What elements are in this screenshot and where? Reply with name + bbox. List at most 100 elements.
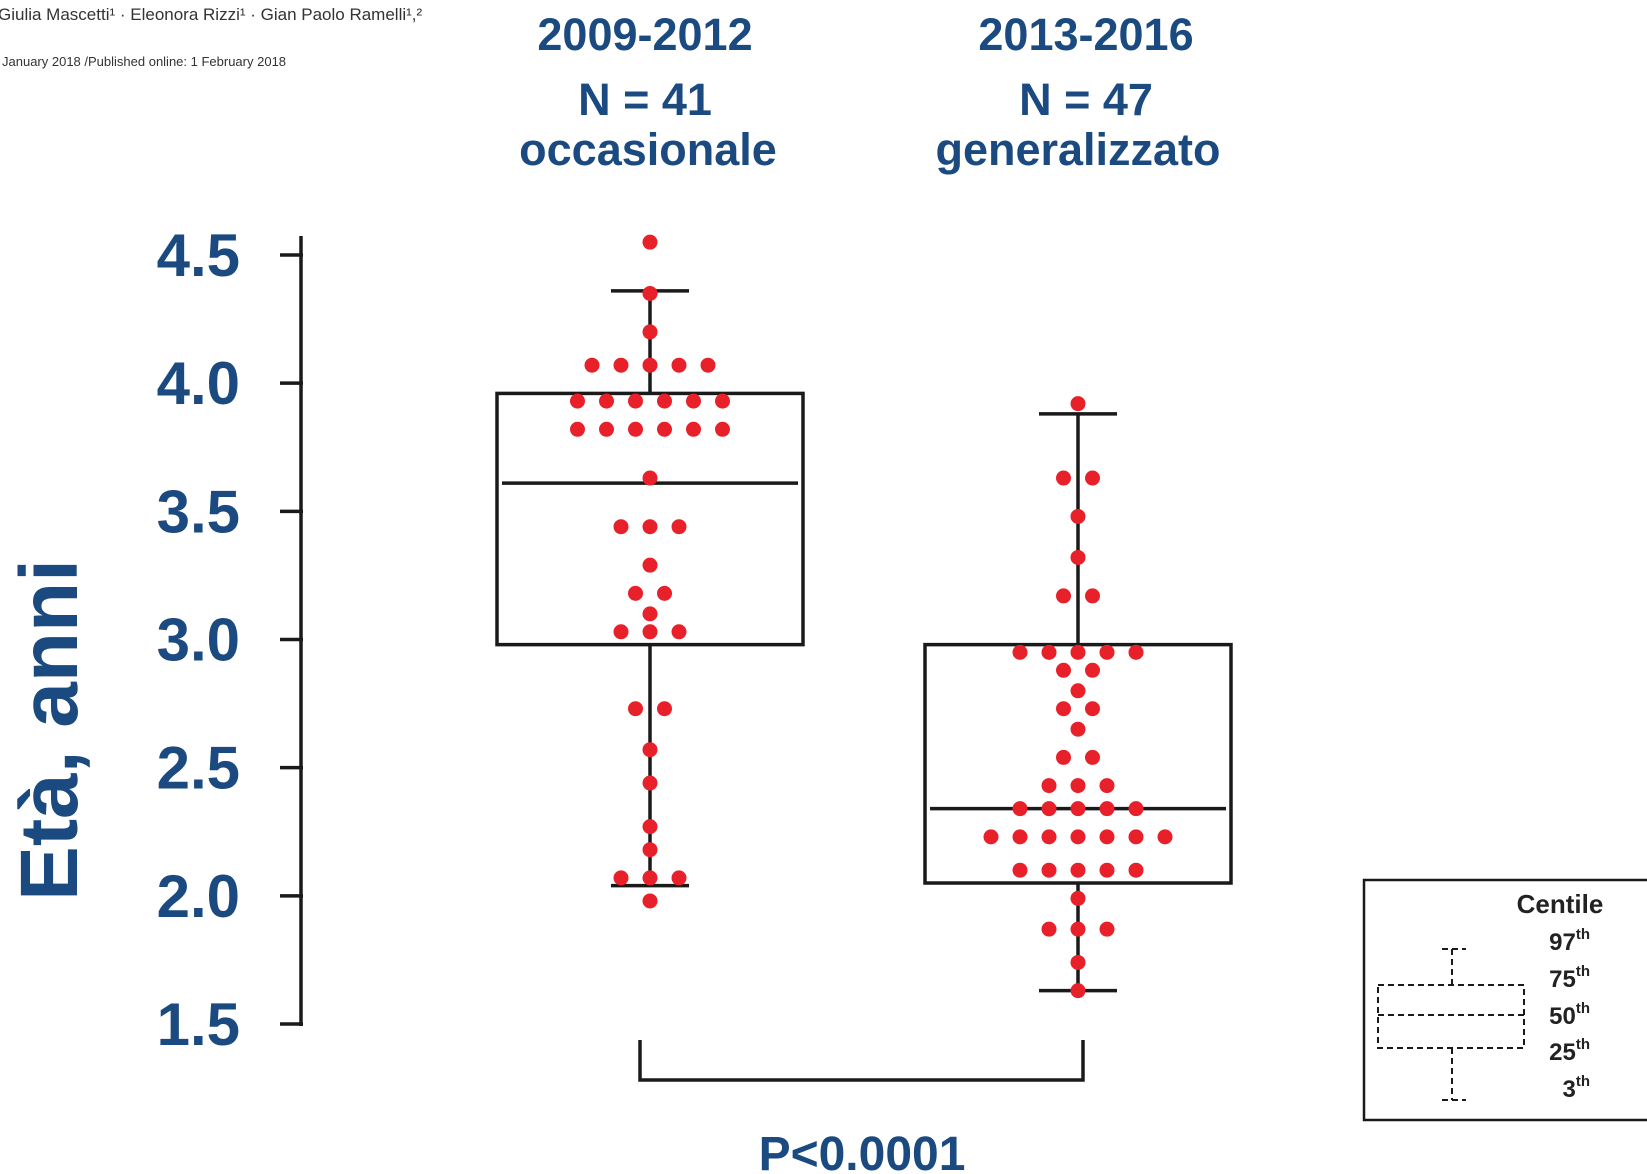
data-point <box>686 393 701 409</box>
data-point <box>1012 644 1028 660</box>
data-point <box>570 393 585 409</box>
y-tick-label: 4.0 <box>157 350 240 417</box>
group1-years: 2009-2012 <box>537 9 752 60</box>
data-point <box>686 421 701 437</box>
data-point <box>1041 862 1057 878</box>
box-iqr <box>923 642 1233 885</box>
data-point <box>1085 749 1100 765</box>
legend-entry: 50th <box>1549 1000 1590 1030</box>
data-point <box>642 893 658 909</box>
data-point <box>613 624 629 640</box>
data-point <box>1012 829 1028 845</box>
data-point <box>1056 701 1071 717</box>
data-point <box>642 819 658 835</box>
data-point <box>715 393 730 409</box>
data-point <box>1056 662 1071 678</box>
y-tick-label: 2.5 <box>157 735 240 802</box>
y-axis-ticks: 4.5 4.0 3.5 3.0 2.5 2.0 1.5 <box>157 222 303 1058</box>
legend-entry-sup: th <box>1576 926 1590 943</box>
legend-entry: 25th <box>1549 1036 1590 1066</box>
legend-entry-value: 97 <box>1549 929 1576 956</box>
y-tick-label: 3.5 <box>157 478 240 545</box>
data-point <box>1128 829 1144 845</box>
legend-title: Centile <box>1517 889 1604 919</box>
data-point <box>671 519 687 535</box>
data-point <box>584 357 600 373</box>
data-point <box>642 870 658 886</box>
data-point <box>1070 644 1086 660</box>
data-point <box>599 393 614 409</box>
data-point <box>1085 470 1100 486</box>
legend-entry: 97th <box>1549 926 1590 956</box>
data-point <box>613 870 629 886</box>
data-point <box>1041 778 1057 794</box>
paper-dates: January 2018 /Published online: 1 Februa… <box>2 54 286 69</box>
legend-entry: 3th <box>1562 1073 1590 1103</box>
group2-n: N = 47 <box>1019 74 1153 125</box>
data-point <box>1099 778 1115 794</box>
data-point <box>642 357 658 373</box>
data-point <box>1070 396 1086 412</box>
data-point <box>1070 721 1086 737</box>
legend-entry-value: 75 <box>1549 966 1576 993</box>
data-point <box>671 624 687 640</box>
data-point <box>1070 829 1086 845</box>
legend-entry-value: 50 <box>1549 1003 1576 1030</box>
data-point <box>671 357 687 373</box>
data-point <box>1041 921 1057 937</box>
data-point <box>1070 801 1086 817</box>
data-point <box>657 585 672 601</box>
data-point <box>642 234 658 250</box>
data-point <box>1070 890 1086 906</box>
data-point <box>1099 829 1115 845</box>
data-point <box>1070 508 1086 524</box>
legend-entry-sup: th <box>1576 963 1590 980</box>
data-point <box>1070 683 1086 699</box>
group2-label: generalizzato <box>935 124 1220 175</box>
data-point <box>642 842 658 858</box>
data-point <box>1070 549 1086 565</box>
data-point <box>642 606 658 622</box>
data-point <box>1041 801 1057 817</box>
group2-years: 2013-2016 <box>978 9 1193 60</box>
data-point <box>628 421 643 437</box>
data-point <box>613 357 629 373</box>
data-point <box>657 393 672 409</box>
data-point <box>700 357 716 373</box>
data-point <box>1128 644 1144 660</box>
comparison-bracket <box>638 1040 1085 1082</box>
y-tick-label: 4.5 <box>157 222 240 289</box>
legend-entry-sup: th <box>1576 1073 1590 1090</box>
data-point <box>1056 749 1071 765</box>
legend-box-glyph <box>1377 948 1525 1101</box>
data-point <box>1157 829 1173 845</box>
data-point <box>1085 588 1100 604</box>
data-point <box>1070 921 1086 937</box>
y-tick-label: 3.0 <box>157 607 240 674</box>
data-point <box>1012 801 1028 817</box>
y-tick-label: 2.0 <box>157 863 240 930</box>
data-point <box>642 624 658 640</box>
data-point <box>1056 470 1071 486</box>
data-point <box>642 519 658 535</box>
data-point <box>983 829 999 845</box>
data-point <box>642 775 658 791</box>
p-value-label: P<0.0001 <box>759 1128 966 1174</box>
data-point <box>1099 644 1115 660</box>
data-point <box>657 421 672 437</box>
data-point <box>642 285 658 301</box>
data-point <box>613 519 629 535</box>
box-iqr <box>495 391 805 647</box>
data-point <box>1128 862 1144 878</box>
data-point <box>1041 644 1057 660</box>
data-point <box>1012 862 1028 878</box>
data-point <box>628 585 643 601</box>
data-point <box>671 870 687 886</box>
group1-n: N = 41 <box>578 74 712 125</box>
data-point <box>715 421 730 437</box>
data-point <box>1085 701 1100 717</box>
data-point <box>1070 778 1086 794</box>
